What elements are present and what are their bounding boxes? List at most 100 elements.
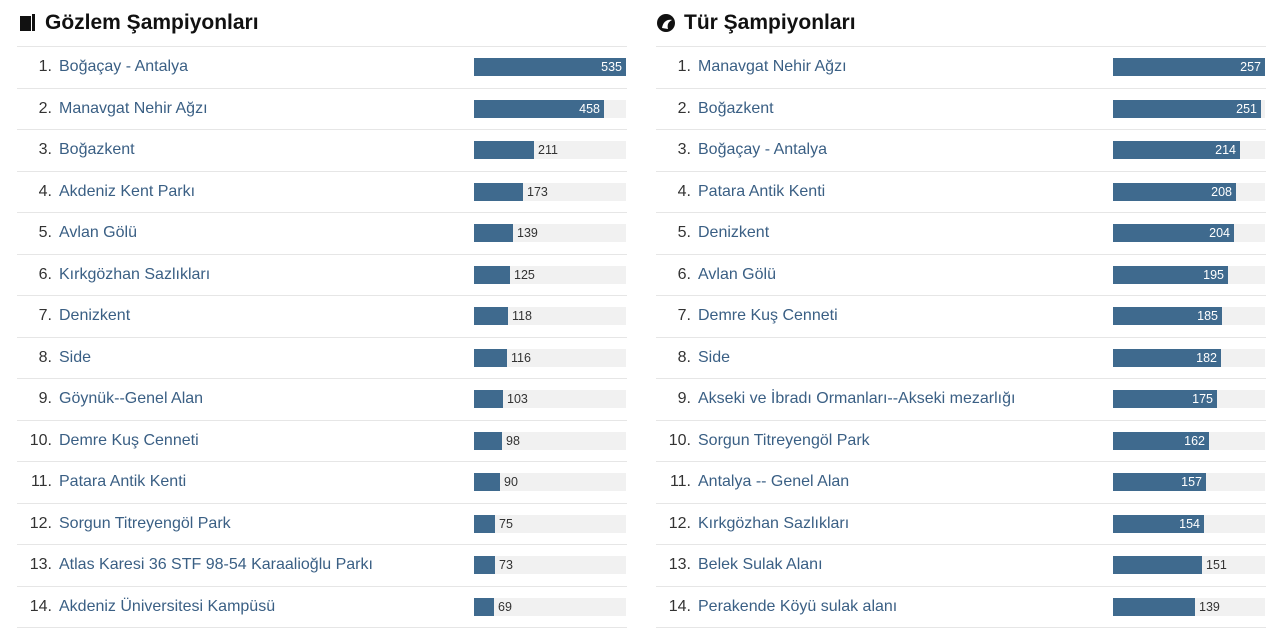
rank-number: 12.: [29, 514, 52, 532]
location-link[interactable]: Kırkgözhan Sazlıkları: [59, 265, 211, 283]
list-item[interactable]: 10. Sorgun Titreyengöl Park 162: [656, 421, 1266, 462]
list-item[interactable]: 1. Boğaçay - Antalya 535: [17, 47, 627, 89]
location-link[interactable]: Patara Antik Kenti: [698, 182, 826, 200]
species-champions-panel: Tür Şampiyonları 1. Manavgat Nehir Ağzı 25…: [656, 0, 1266, 628]
bar-track: [474, 390, 626, 408]
location-link[interactable]: Sorgun Titreyengöl Park: [59, 514, 231, 532]
list-item[interactable]: 14. Akdeniz Üniversitesi Kampüsü 69: [17, 587, 627, 628]
list-item[interactable]: 5. Avlan Gölü 139: [17, 213, 627, 255]
count-value: 90: [504, 475, 518, 489]
bar-track: [474, 597, 626, 616]
bar-fill: [1113, 390, 1217, 408]
list-item[interactable]: 6. Avlan Gölü 195: [656, 255, 1266, 296]
location-link[interactable]: Manavgat Nehir Ağzı: [698, 58, 847, 76]
count-bar: 151: [1113, 556, 1265, 574]
bar-fill: [474, 597, 494, 616]
list-item[interactable]: 12. Sorgun Titreyengöl Park 75: [17, 504, 627, 545]
list-item[interactable]: 8. Side 182: [656, 338, 1266, 379]
location-link[interactable]: Manavgat Nehir Ağzı: [59, 99, 208, 117]
list-item[interactable]: 6. Kırkgözhan Sazlıkları 125: [17, 255, 627, 296]
location-link[interactable]: Belek Sulak Alanı: [698, 556, 823, 574]
location-link[interactable]: Denizkent: [698, 224, 770, 242]
bar-fill: [1113, 182, 1236, 201]
list-item[interactable]: 9. Akseki ve İbradı Ormanları--Akseki mez…: [656, 379, 1266, 421]
bar-track: [474, 514, 626, 533]
list-item[interactable]: 4. Akdeniz Kent Parkı 173: [17, 172, 627, 213]
location-link[interactable]: Side: [59, 348, 92, 366]
location-link[interactable]: Denizkent: [59, 307, 131, 325]
rank-number: 14.: [668, 597, 691, 615]
list-item[interactable]: 3. Boğaçay - Antalya 214: [656, 130, 1266, 172]
bar-fill: [474, 141, 534, 159]
rank-number: 4.: [38, 182, 52, 200]
location-link[interactable]: Boğaçay - Antalya: [59, 58, 188, 76]
location-link[interactable]: Avlan Gölü: [698, 265, 776, 283]
list-item[interactable]: 11. Patara Antik Kenti 90: [17, 462, 627, 504]
location-link[interactable]: Side: [698, 348, 731, 366]
location-link[interactable]: Akdeniz Kent Parkı: [59, 182, 196, 200]
location-link[interactable]: Kırkgözhan Sazlıkları: [698, 514, 850, 532]
location-link[interactable]: Boğazkent: [698, 99, 774, 117]
location-link[interactable]: Boğaçay - Antalya: [698, 141, 827, 159]
ranking-list: 1. Boğaçay - Antalya 535 2. Manavgat Nehir A…: [17, 47, 627, 628]
location-link[interactable]: Akdeniz Üniversitesi Kampüsü: [59, 597, 276, 615]
location-link[interactable]: Antalya -- Genel Alan: [698, 473, 850, 491]
count-bar: 204: [1113, 224, 1265, 242]
count-bar: 139: [474, 224, 626, 242]
book-icon: [17, 13, 37, 33]
list-item[interactable]: 11. Antalya -- Genel Alan 157: [656, 462, 1266, 504]
rank-number: 6.: [677, 265, 691, 283]
bar-fill: [474, 58, 626, 76]
list-item[interactable]: 9. Göynük--Genel Alan 103: [17, 379, 627, 421]
list-item[interactable]: 1. Manavgat Nehir Ağzı 257: [656, 47, 1266, 89]
list-item[interactable]: 12. Kırkgözhan Sazlıkları 154: [656, 504, 1266, 545]
count-bar: 208: [1113, 182, 1265, 201]
list-item[interactable]: 13. Belek Sulak Alanı 151: [656, 545, 1266, 587]
bar-fill: [1113, 348, 1221, 367]
list-item[interactable]: 14. Perakende Köyü sulak alanı 139: [656, 587, 1266, 628]
rank-number: 12.: [668, 514, 691, 532]
rank-number: 7.: [38, 307, 52, 325]
list-item[interactable]: 13. Atlas Karesi 36 STF 98-54 Karaalioğlu…: [17, 545, 627, 587]
list-item[interactable]: 3. Boğazkent 211: [17, 130, 627, 172]
location-link[interactable]: Perakende Köyü sulak alanı: [698, 597, 898, 615]
list-item[interactable]: 7. Denizkent 118: [17, 296, 627, 338]
bar-fill: [1113, 473, 1206, 491]
location-link[interactable]: Atlas Karesi 36 STF 98-54 Karaalioğlu Pa…: [59, 556, 373, 574]
count-bar: 154: [1113, 514, 1265, 533]
location-link[interactable]: Patara Antik Kenti: [59, 473, 187, 491]
count-bar: 98: [474, 431, 626, 450]
bar-fill: [1113, 307, 1222, 325]
bar-fill: [474, 348, 507, 367]
location-link[interactable]: Göynük--Genel Alan: [59, 390, 204, 408]
list-item[interactable]: 7. Demre Kuş Cenneti 185: [656, 296, 1266, 338]
count-bar: 116: [474, 348, 626, 367]
rank-number: 1.: [677, 58, 691, 76]
rank-number: 9.: [38, 390, 52, 408]
count-value: 154: [1179, 516, 1200, 531]
bar-fill: [1113, 265, 1228, 284]
location-link[interactable]: Demre Kuş Cenneti: [698, 307, 838, 325]
bar-fill: [1113, 431, 1209, 450]
list-item[interactable]: 2. Manavgat Nehir Ağzı 458: [17, 89, 627, 130]
list-item[interactable]: 8. Side 116: [17, 338, 627, 379]
list-item[interactable]: 5. Denizkent 204: [656, 213, 1266, 255]
location-link[interactable]: Demre Kuş Cenneti: [59, 431, 199, 449]
location-link[interactable]: Akseki ve İbradı Ormanları--Akseki mezar…: [698, 390, 1016, 408]
count-value: 75: [499, 516, 513, 531]
bar-fill: [1113, 224, 1234, 242]
bar-fill: [474, 514, 495, 533]
count-value: 116: [511, 350, 531, 365]
bar-fill: [474, 182, 523, 201]
list-item[interactable]: 4. Patara Antik Kenti 208: [656, 172, 1266, 213]
bar-fill: [474, 431, 502, 450]
count-bar: 535: [474, 58, 626, 76]
location-link[interactable]: Boğazkent: [59, 141, 135, 159]
location-link[interactable]: Avlan Gölü: [59, 224, 137, 242]
count-bar: 157: [1113, 473, 1265, 491]
location-link[interactable]: Sorgun Titreyengöl Park: [698, 431, 870, 449]
bar-fill: [1113, 141, 1240, 159]
list-item[interactable]: 2. Boğazkent 251: [656, 89, 1266, 130]
panel-title: Tür Şampiyonları: [684, 11, 856, 34]
list-item[interactable]: 10. Demre Kuş Cenneti 98: [17, 421, 627, 462]
